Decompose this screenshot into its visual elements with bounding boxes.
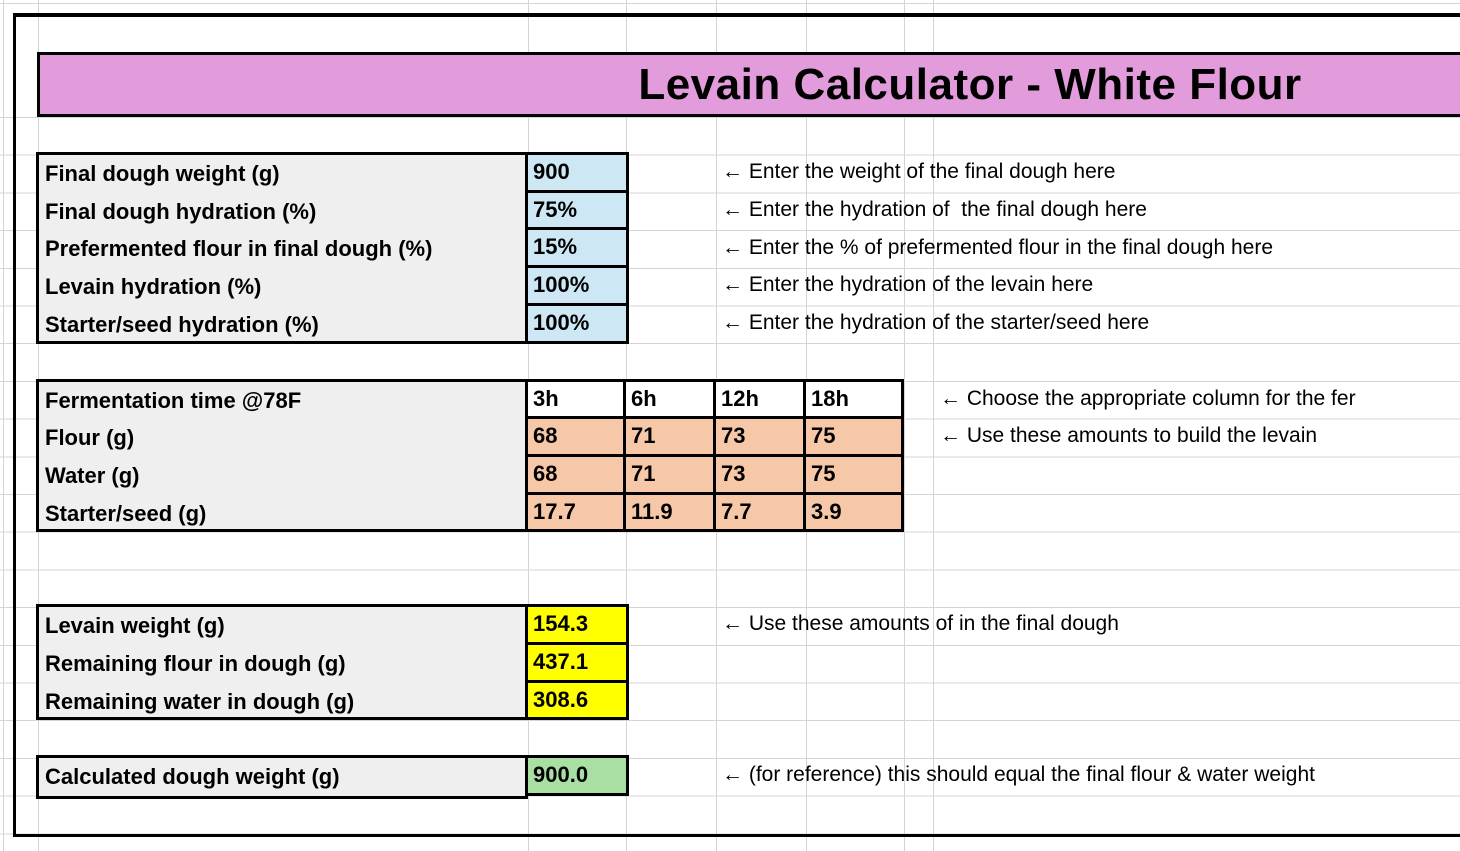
range-border-top: [13, 13, 1460, 17]
range-border-bottom: [13, 833, 1460, 838]
result-cell-remaining-water[interactable]: 308.6: [528, 682, 626, 718]
note: ← Enter the hydration of the final dough…: [722, 197, 1147, 221]
fermentation-row-label: Flour (g): [45, 425, 135, 451]
input-label: Levain hydration (%): [45, 274, 262, 300]
fermentation-header-12h: 12h: [716, 381, 803, 417]
fermentation-flour-cell[interactable]: 71: [626, 419, 713, 454]
input-cell-prefermented-flour[interactable]: 15%: [528, 230, 626, 266]
fermentation-starter-cell[interactable]: 7.7: [716, 494, 803, 530]
fermentation-header-6h: 6h: [626, 381, 713, 417]
input-cell-final-dough-hydration[interactable]: 75%: [528, 192, 626, 228]
fermentation-flour-cell[interactable]: 75: [806, 419, 901, 454]
fermentation-flour-cell[interactable]: 68: [528, 419, 623, 454]
column-gridline: [904, 0, 905, 851]
fermentation-header-18h: 18h: [806, 381, 901, 417]
fermentation-water-cell[interactable]: 75: [806, 456, 901, 492]
note: ← Enter the weight of the final dough he…: [722, 160, 1116, 184]
fermentation-labels-block: Fermentation time @78F Flour (g) Water (…: [36, 378, 528, 533]
fermentation-water-cell[interactable]: 68: [528, 456, 623, 492]
input-label: Prefermented flour in final dough (%): [45, 236, 433, 262]
input-cell-levain-hydration[interactable]: 100%: [528, 268, 626, 303]
fermentation-corner-label: Fermentation time @78F: [45, 387, 302, 413]
reference-label-block: Calculated dough weight (g): [36, 755, 528, 799]
top-row-gridline: [0, 3, 1460, 4]
input-label: Final dough hydration (%): [45, 198, 317, 224]
note: ← Enter the hydration of the levain here: [722, 273, 1094, 297]
input-labels-block: Final dough weight (g) Final dough hydra…: [36, 152, 528, 344]
fermentation-table: 3h 6h 12h 18h 68 71 73 75 68 71 73 75 17…: [525, 378, 904, 533]
result-label: Remaining water in dough (g): [45, 688, 355, 714]
fermentation-row-label: Starter/seed (g): [45, 500, 207, 526]
input-label: Starter/seed hydration (%): [45, 311, 319, 337]
fermentation-water-cell[interactable]: 73: [716, 456, 803, 492]
column-gridline: [933, 0, 934, 851]
note: ← Use these amounts of in the final doug…: [722, 612, 1119, 636]
page-title: Levain Calculator - White Flour: [638, 60, 1302, 109]
fermentation-starter-cell[interactable]: 11.9: [626, 494, 713, 530]
fermentation-flour-cell[interactable]: 73: [716, 419, 803, 454]
input-cell-final-dough-weight[interactable]: 900: [528, 155, 626, 190]
note: ← Use these amounts to build the levain: [940, 424, 1318, 448]
column-gridline: [3, 0, 4, 851]
results-cells-stack: 154.3 437.1 308.6: [525, 604, 629, 721]
title-banner: Levain Calculator - White Flour: [37, 52, 1460, 118]
result-label: Levain weight (g): [45, 613, 225, 639]
fermentation-water-cell[interactable]: 71: [626, 456, 713, 492]
range-border-left: [13, 13, 17, 838]
input-cells-stack: 900 75% 15% 100% 100%: [525, 152, 629, 344]
results-labels-block: Levain weight (g) Remaining flour in dou…: [36, 604, 528, 721]
result-cell-remaining-flour[interactable]: 437.1: [528, 645, 626, 680]
fermentation-row-label: Water (g): [45, 462, 140, 488]
note: ← (for reference) this should equal the …: [722, 763, 1315, 787]
input-cell-starter-hydration[interactable]: 100%: [528, 305, 626, 341]
reference-cell-stack: 900.0: [525, 755, 629, 796]
reference-label: Calculated dough weight (g): [45, 764, 340, 790]
fermentation-starter-cell[interactable]: 17.7: [528, 494, 623, 530]
note: ← Enter the % of prefermented flour in t…: [722, 235, 1273, 259]
note: ← Enter the hydration of the starter/see…: [722, 310, 1150, 334]
input-label: Final dough weight (g): [45, 161, 280, 187]
note: ← Choose the appropriate column for the …: [940, 386, 1356, 410]
result-cell-levain-weight[interactable]: 154.3: [528, 607, 626, 643]
fermentation-header-3h: 3h: [528, 381, 623, 417]
result-label: Remaining flour in dough (g): [45, 651, 346, 677]
reference-cell-calculated-weight[interactable]: 900.0: [528, 758, 626, 793]
fermentation-starter-cell[interactable]: 3.9: [806, 494, 901, 530]
